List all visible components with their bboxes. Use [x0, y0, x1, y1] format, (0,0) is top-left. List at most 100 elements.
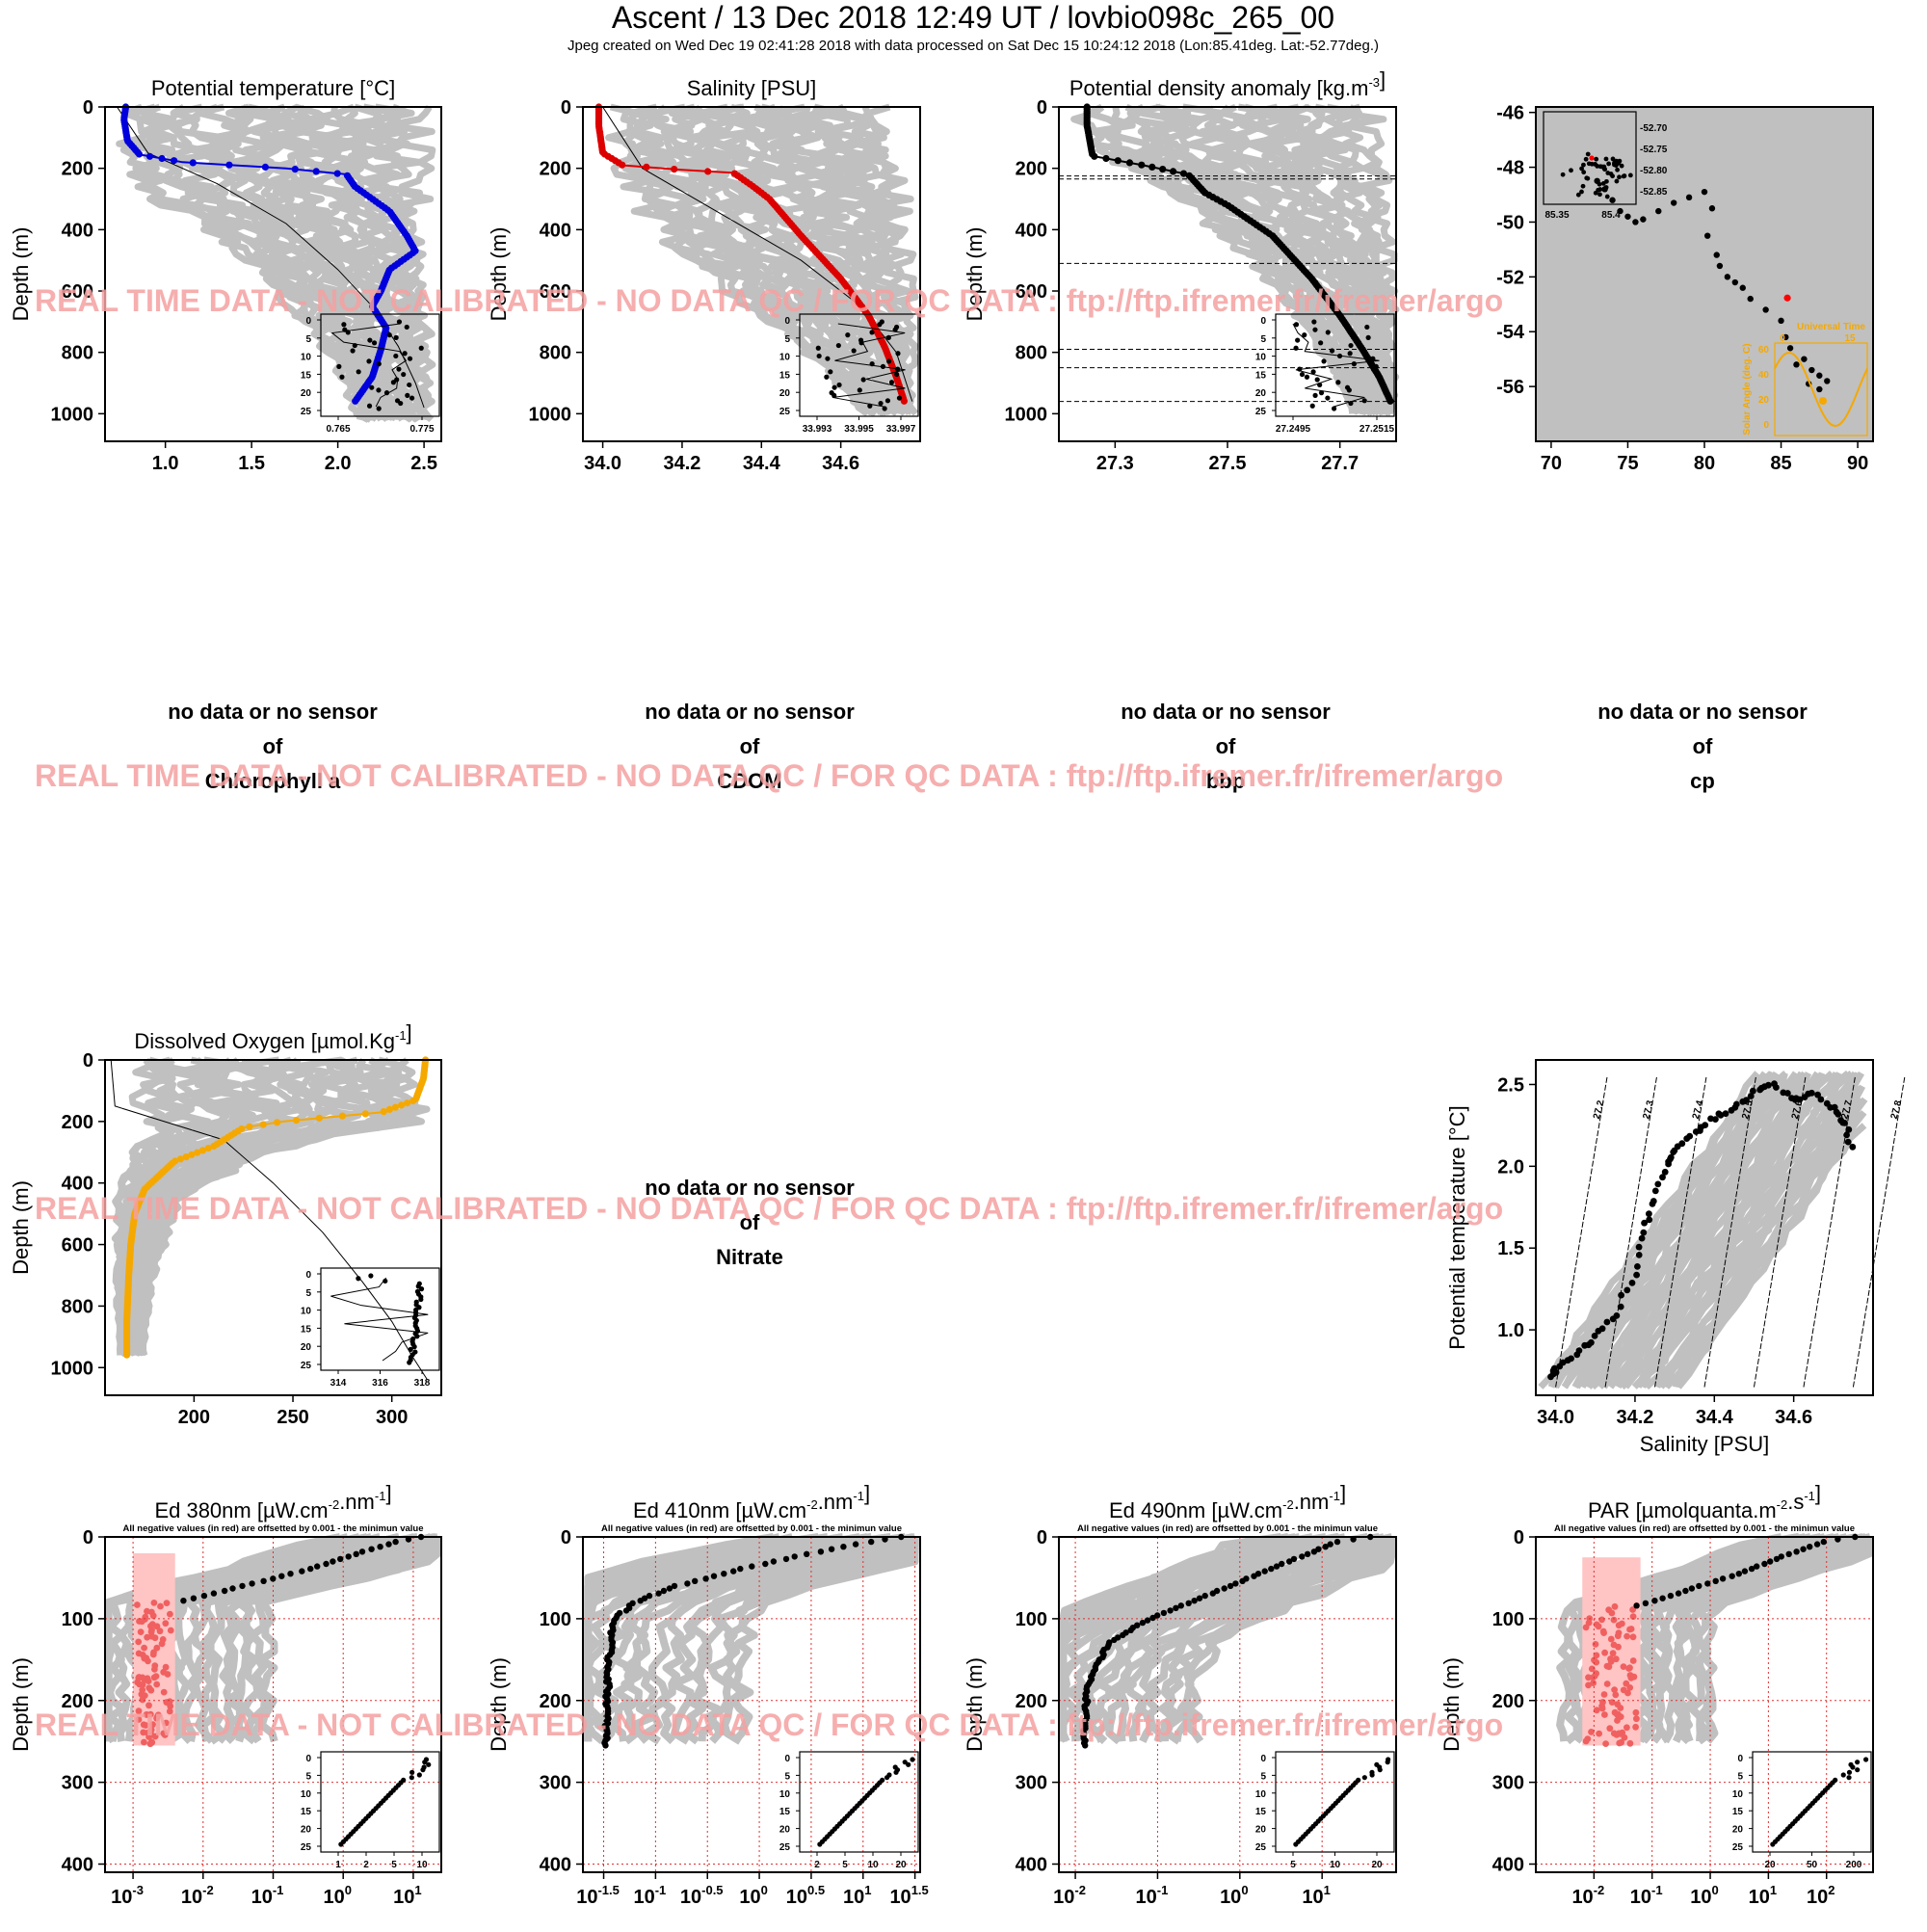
- temp-profile-point: [189, 159, 197, 167]
- ed490-inset: 0 5 10 15 20 25 5 10 20: [1255, 1751, 1395, 1870]
- oxy-profile-point: [123, 1351, 131, 1359]
- ed490-ylabel: Depth (m): [963, 1657, 987, 1752]
- ed410-inset-ytick-label: 10: [779, 1789, 791, 1800]
- ed380-negative-point: [135, 1650, 143, 1657]
- ed410-profile-point: [637, 1598, 644, 1604]
- par-negative-point: [1611, 1686, 1618, 1693]
- ed380-inset-ytick-label: 0: [305, 1754, 311, 1764]
- ed410-profile-point: [702, 1575, 709, 1582]
- ts-isopycnal: [1604, 1075, 1658, 1388]
- temp-inset-point: [367, 337, 373, 343]
- dens-profile-point: [1125, 159, 1134, 167]
- ed380-negative-point: [142, 1616, 148, 1623]
- ts-ytick-label: 1.0: [1497, 1320, 1524, 1341]
- ed410-profile-point: [749, 1563, 755, 1570]
- oxy-history-profile: [128, 1056, 318, 1357]
- ed490-ytick-label: 300: [1016, 1773, 1047, 1794]
- ts-isopycnal: [1555, 1075, 1608, 1388]
- dens-profile-point: [1179, 170, 1188, 177]
- ed490-history-profile: [1181, 1537, 1396, 1744]
- par-negative-point: [1599, 1628, 1607, 1635]
- dens-inset-point: [1364, 324, 1370, 331]
- ed380-profile-point: [249, 1580, 255, 1587]
- traj-ytick-label: -54: [1496, 322, 1525, 343]
- temp-inset-frame: [320, 313, 440, 417]
- oxy-inset-point: [368, 1273, 374, 1279]
- ed490-profile-point: [1177, 1602, 1185, 1609]
- temp-inset-ytick-label: 0: [305, 316, 311, 327]
- ts-point: [1618, 1291, 1624, 1299]
- par-inset-point: [1862, 1757, 1869, 1762]
- par-inset-ytick-label: 5: [1737, 1771, 1743, 1782]
- temp-inset-point: [393, 353, 399, 359]
- ed490-profile-point: [1273, 1563, 1280, 1570]
- traj-solar-ytick-label: 0: [1763, 420, 1769, 431]
- ts-point: [1591, 1333, 1598, 1339]
- traj-zoom-last-position: [1589, 155, 1595, 161]
- traj-zoom-point: [1602, 167, 1608, 172]
- par-inset-ytick-label: 20: [1732, 1825, 1744, 1836]
- temp-inset-ytick-label: 15: [301, 370, 312, 381]
- par-profile-point: [1729, 1573, 1735, 1579]
- oxy-history-profile: [139, 1057, 431, 1357]
- traj-zoom-point: [1597, 181, 1602, 187]
- par-negative-point: [1623, 1632, 1630, 1640]
- temp-inset-point: [371, 340, 378, 346]
- temp-inset-point: [396, 319, 403, 325]
- oxy-inset-point: [418, 1286, 425, 1292]
- traj-zoom-point: [1584, 175, 1590, 181]
- temp-inset-point: [376, 406, 382, 411]
- par-inset-ytick-label: 25: [1732, 1842, 1744, 1853]
- watermark-row-4: REAL TIME DATA - NOT CALIBRATED - NO DAT…: [35, 1707, 1503, 1742]
- dens-profile-point: [1138, 161, 1146, 169]
- sal-title: Salinity [PSU]: [687, 76, 817, 100]
- ts-point: [1634, 1263, 1641, 1270]
- nodata-nitrate-line2: of: [740, 1210, 760, 1234]
- traj-zoom-point: [1581, 170, 1587, 175]
- oxy-inset-point: [356, 1276, 361, 1282]
- ts-isopycnal-label: 27.2: [1592, 1099, 1607, 1121]
- par-profile-point: [1778, 1553, 1785, 1560]
- dens-ylabel: Depth (m): [963, 227, 987, 322]
- ed410-frame: [582, 1536, 921, 1873]
- oxy-inset-point: [407, 1360, 412, 1365]
- ed410-profile-point: [721, 1571, 727, 1577]
- par-negative-point: [1589, 1674, 1597, 1681]
- dens-ytick-label: 800: [1016, 343, 1047, 364]
- oxy-inset-ytick-label: 0: [305, 1270, 311, 1281]
- ed490-profile-point: [1191, 1598, 1198, 1604]
- par-profile-point: [1785, 1550, 1792, 1558]
- ed380-inset-xtick-label: 2: [363, 1860, 369, 1870]
- traj-position-point: [1808, 366, 1815, 374]
- temp-profile-point: [261, 163, 269, 171]
- dens-ytick-label: 200: [1016, 159, 1047, 180]
- ed380-inset-xtick-label: 1: [335, 1860, 341, 1870]
- par-history-profile: [1702, 1537, 1874, 1744]
- ed410-inset-ytick-label: 20: [779, 1825, 791, 1836]
- par-profile-point: [1659, 1595, 1666, 1601]
- ed380-negative-point: [163, 1719, 170, 1727]
- ed410-xtick-label: 100.5: [786, 1883, 825, 1908]
- ed380-negative-point: [147, 1726, 155, 1734]
- ed490-profile-point: [1201, 1592, 1208, 1600]
- par-negative-point: [1612, 1691, 1620, 1699]
- oxy-profile-point: [210, 1142, 218, 1150]
- temp-profile-point: [225, 161, 233, 169]
- ed410-profile-point: [804, 1550, 810, 1558]
- ed410-profile-point: [817, 1548, 825, 1555]
- ed410-profile-point: [737, 1565, 744, 1573]
- oxy-inset: 0 5 10 15 20 25 314 316 318: [301, 1267, 440, 1389]
- ed380-negative-point: [137, 1628, 145, 1635]
- ed380-profile-point: [330, 1558, 336, 1565]
- traj-zoom-xtick-label: 85.35: [1544, 210, 1569, 221]
- ed380-inset-xtick-label: 10: [416, 1860, 428, 1870]
- temp-inset-ytick-label: 5: [305, 334, 311, 345]
- par-profile-point: [1820, 1538, 1828, 1546]
- traj-ytick-label: -52: [1496, 267, 1524, 288]
- nodata-nitrate-line1: no data or no sensor: [645, 1176, 855, 1200]
- ts-point: [1650, 1198, 1657, 1204]
- ed380-negative-point: [150, 1674, 158, 1681]
- ed380-profile-point: [278, 1573, 285, 1579]
- temp-inset-point: [366, 403, 373, 409]
